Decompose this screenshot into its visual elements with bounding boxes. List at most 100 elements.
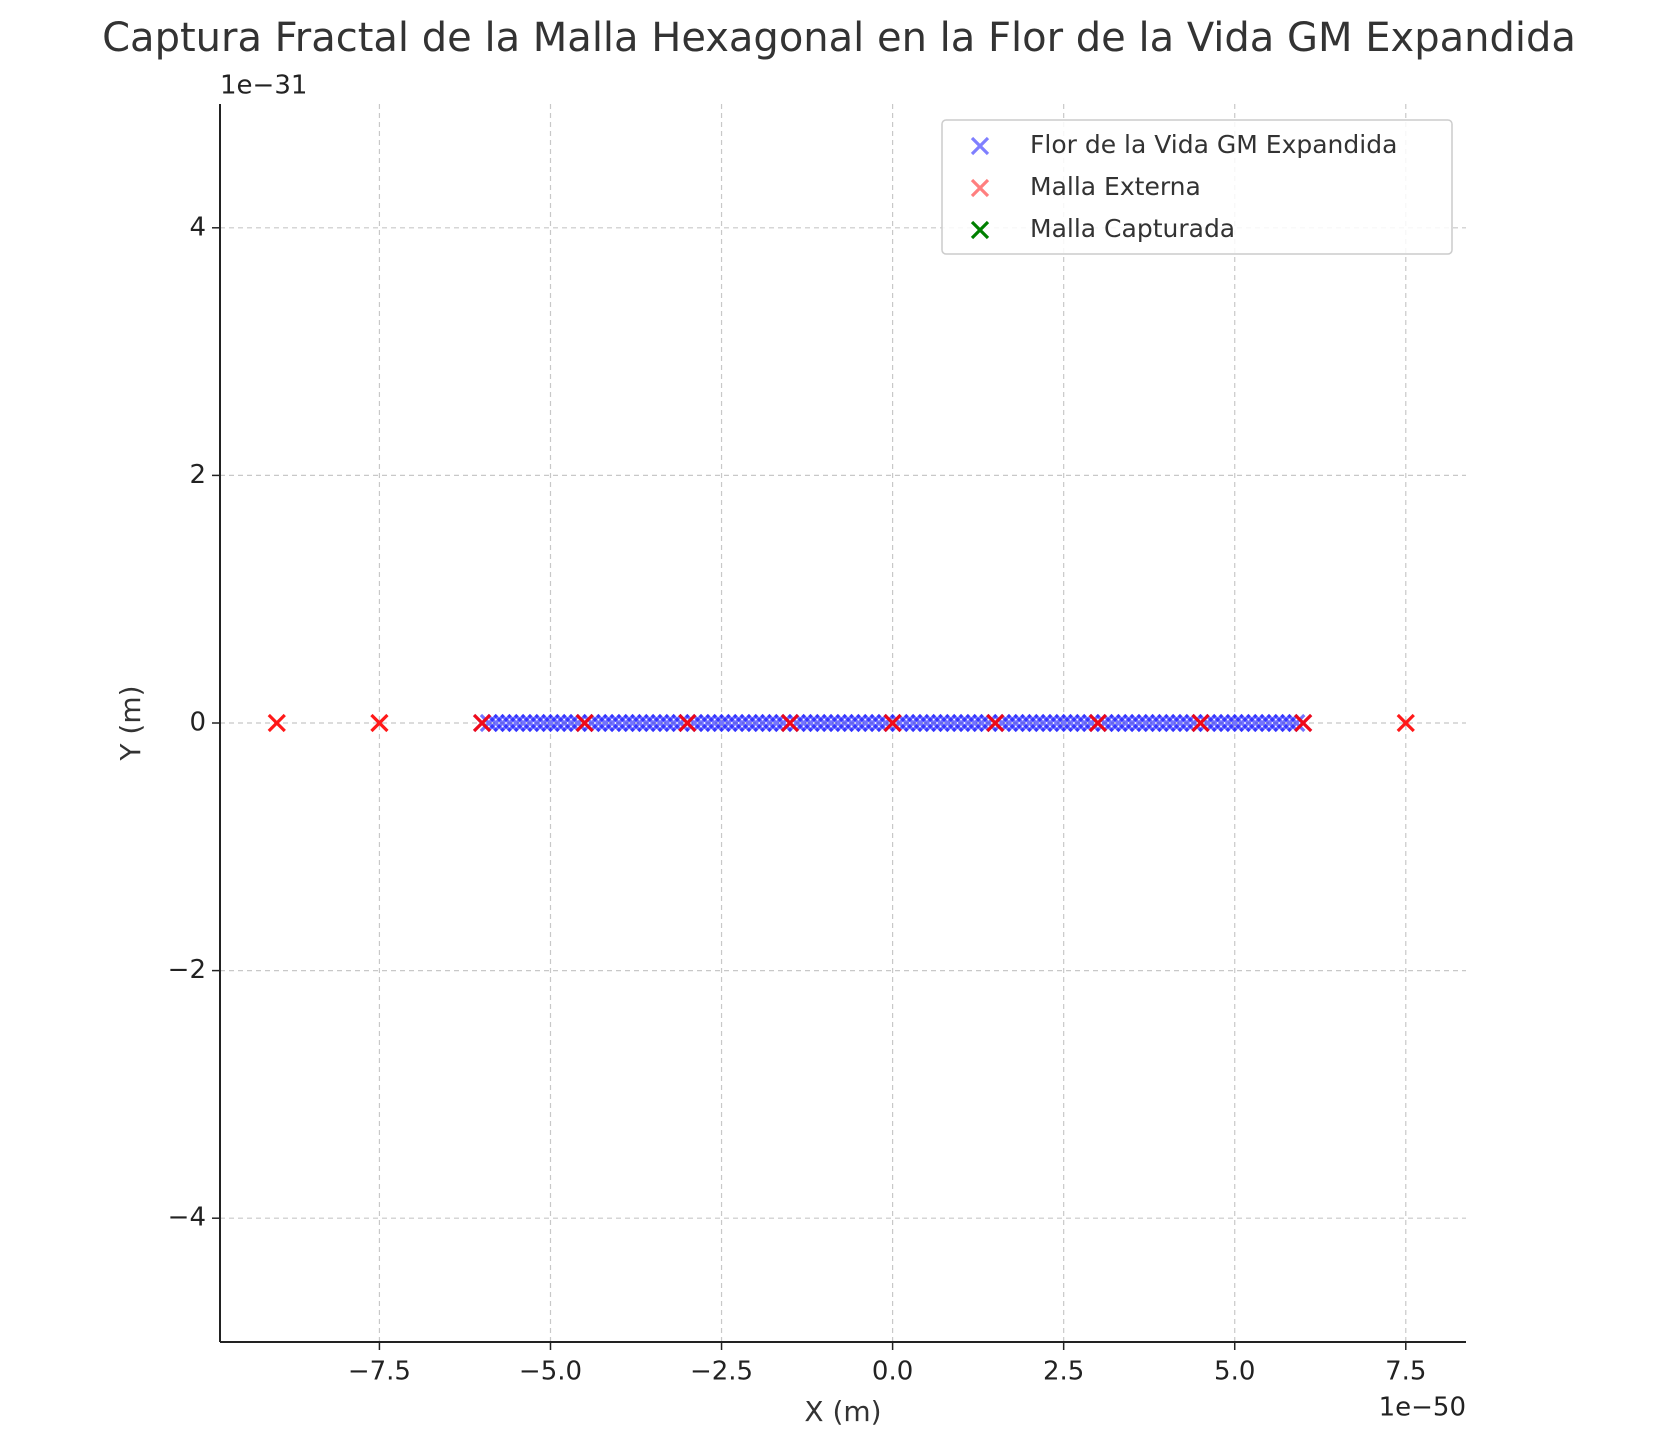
- marker: [917, 713, 936, 733]
- marker: [568, 713, 587, 733]
- y-axis-label: Y (m): [114, 685, 147, 761]
- marker: [970, 220, 990, 240]
- marker: [267, 713, 286, 733]
- marker: [370, 713, 389, 733]
- marker: [1102, 713, 1121, 733]
- marker: [979, 713, 998, 733]
- marker: [527, 713, 546, 733]
- marker: [1259, 713, 1279, 733]
- marker: [1218, 713, 1238, 733]
- marker: [712, 713, 731, 733]
- x-tick-label: −2.5: [690, 1357, 753, 1387]
- marker: [835, 713, 854, 733]
- marker: [664, 713, 683, 733]
- x-tick-label: −7.5: [348, 1357, 411, 1387]
- marker: [602, 713, 622, 733]
- marker: [1191, 713, 1210, 733]
- marker: [1280, 713, 1299, 733]
- marker: [472, 713, 492, 733]
- marker: [1068, 713, 1087, 733]
- legend-label: Flor de la Vida GM Expandida: [1030, 130, 1397, 159]
- x-tick-label: 0.0: [872, 1357, 913, 1387]
- marker: [897, 713, 916, 733]
- x-tick-label: 5.0: [1214, 1357, 1255, 1387]
- x-tick-label: −5.0: [519, 1357, 582, 1387]
- marker: [1095, 713, 1114, 733]
- marker: [1294, 713, 1313, 733]
- marker: [657, 713, 676, 733]
- y-tick-label: −2: [168, 955, 206, 985]
- marker: [1396, 713, 1415, 733]
- marker: [1287, 713, 1306, 733]
- marker: [1075, 713, 1094, 733]
- marker: [650, 713, 670, 733]
- marker: [856, 713, 875, 733]
- marker: [685, 713, 704, 733]
- legend-label: Malla Externa: [1030, 172, 1201, 201]
- marker: [828, 713, 847, 733]
- marker: [719, 713, 738, 733]
- marker: [555, 713, 574, 733]
- marker: [965, 713, 984, 733]
- marker: [931, 713, 950, 733]
- marker: [1061, 713, 1080, 733]
- y-tick-label: 4: [189, 212, 206, 242]
- marker: [1088, 713, 1108, 733]
- marker: [1252, 713, 1272, 733]
- marker: [992, 713, 1012, 733]
- marker: [801, 713, 820, 733]
- marker: [876, 713, 895, 733]
- marker: [1027, 713, 1046, 733]
- marker: [726, 713, 745, 733]
- marker: [520, 713, 540, 733]
- marker: [1170, 713, 1190, 733]
- marker: [1273, 713, 1292, 733]
- marker: [970, 136, 990, 156]
- marker: [945, 713, 964, 733]
- marker: [1054, 713, 1073, 733]
- marker: [808, 713, 827, 733]
- marker: [1047, 713, 1066, 733]
- marker: [1129, 713, 1149, 733]
- marker: [589, 713, 608, 733]
- marker: [1266, 713, 1285, 733]
- marker: [1136, 713, 1155, 733]
- marker: [1081, 713, 1101, 733]
- x-offset-label: 1e−50: [1379, 1393, 1466, 1423]
- marker: [1040, 713, 1060, 733]
- marker: [678, 713, 697, 733]
- marker: [760, 713, 779, 733]
- marker: [630, 713, 649, 733]
- marker: [1232, 713, 1251, 733]
- marker: [609, 713, 629, 733]
- marker: [575, 713, 594, 733]
- marker: [582, 713, 601, 733]
- marker: [1034, 713, 1053, 733]
- marker: [958, 713, 978, 733]
- marker: [596, 713, 615, 733]
- marker: [1143, 713, 1162, 733]
- marker: [1184, 713, 1203, 733]
- marker: [1116, 713, 1135, 733]
- marker: [767, 713, 786, 733]
- marker: [623, 713, 642, 733]
- marker: [479, 713, 499, 733]
- marker: [486, 713, 505, 733]
- marker: [1006, 713, 1025, 733]
- marker: [883, 713, 902, 733]
- marker: [637, 713, 656, 733]
- marker: [507, 713, 526, 733]
- marker: [1157, 713, 1176, 733]
- marker: [1239, 713, 1258, 733]
- x-axis-label: X (m): [804, 1395, 881, 1428]
- legend-label: Malla Capturada: [1030, 214, 1235, 243]
- x-tick-label: 2.5: [1043, 1357, 1084, 1387]
- marker: [500, 713, 519, 733]
- chart-title: Captura Fractal de la Malla Hexagonal en…: [102, 15, 1576, 61]
- y-tick-label: −4: [168, 1203, 206, 1233]
- marker: [904, 713, 923, 733]
- marker: [1164, 713, 1183, 733]
- marker: [732, 713, 752, 733]
- marker: [534, 713, 553, 733]
- marker: [698, 713, 717, 733]
